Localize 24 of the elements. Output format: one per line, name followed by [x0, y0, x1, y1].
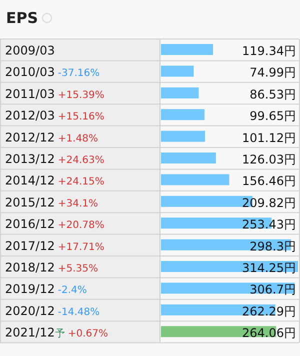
text: EPS: [6, 9, 38, 27]
y-tick-label: 2021/12予 +0.67%: [5, 326, 108, 340]
y-tick-label: 2010/03 -37.16%: [5, 65, 100, 80]
y-tick-label: 2012/03 +15.16%: [5, 108, 104, 123]
y-tick-label: 2012/12 +1.48%: [5, 130, 98, 144]
y-tick-label: 2017/12 +17.71%: [5, 238, 104, 253]
data-label: 119.34円: [242, 44, 296, 58]
data-label: 126.03円: [242, 152, 296, 166]
data-label: 99.65円: [250, 109, 296, 124]
data-label: 74.99円: [250, 66, 296, 80]
y-tick-label: 2013/12 +24.63%: [5, 152, 104, 166]
y-tick-label: 2020/12 -14.48%: [5, 304, 100, 318]
y-tick-label: 2019/12 -2.4%: [5, 282, 87, 296]
data-label: 314.25円: [242, 261, 296, 275]
data-label: 101.12円: [242, 130, 296, 145]
y-tick-label: 2015/12 +34.1%: [5, 195, 98, 210]
data-label: 86.53円: [250, 87, 296, 102]
y-tick-label: 2014/12 +24.15%: [5, 174, 104, 188]
y-tick-label: 2011/03 +15.39%: [5, 86, 104, 101]
data-label: 156.46円: [242, 174, 296, 188]
y-tick-label: 2018/12 +5.35%: [5, 260, 98, 274]
y-tick-label: 2009/03: [5, 44, 55, 58]
data-label: 306.7円: [250, 282, 296, 297]
y-tick-label: 2016/12 +20.78%: [5, 217, 104, 232]
